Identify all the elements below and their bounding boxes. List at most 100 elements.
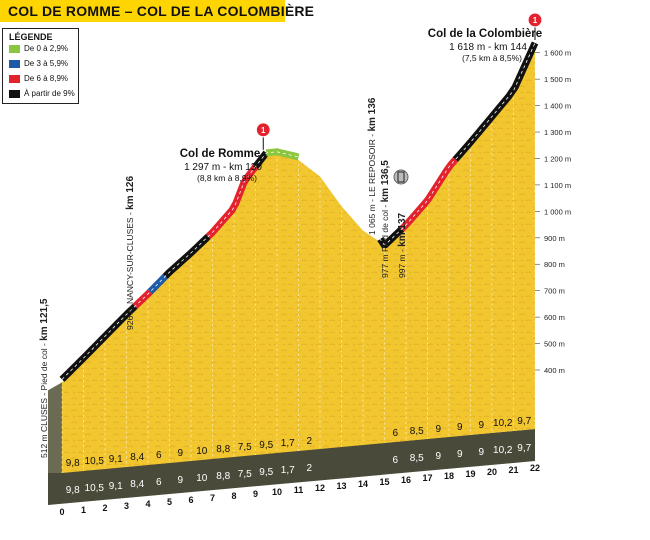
- x-tick-label: 10: [272, 487, 282, 497]
- x-tick-label: 6: [188, 495, 193, 505]
- gradient-label: 9,1: [109, 454, 123, 465]
- summit-detail: (8,8 km à 8,9%): [197, 173, 257, 183]
- gradient-label: 9,7: [517, 416, 531, 427]
- gradient-label: 9,8: [66, 485, 80, 496]
- summit-name: Col de Romme: [180, 148, 261, 160]
- profile-side: [48, 382, 62, 473]
- gradient-label: 10: [196, 473, 208, 484]
- summit-detail: (7,5 km à 8,5%): [462, 53, 522, 63]
- x-tick-label: 17: [422, 473, 432, 483]
- x-tick-label: 8: [231, 491, 236, 501]
- y-tick-label: 600 m: [544, 313, 565, 322]
- gradient-label: 9,1: [109, 481, 123, 492]
- gradient-label: 9: [177, 475, 183, 486]
- x-tick-label: 1: [81, 505, 86, 515]
- gradient-label: 9: [457, 449, 463, 460]
- x-tick-label: 19: [465, 469, 475, 479]
- annotation-km: km 136,5: [380, 160, 391, 203]
- y-tick-label: 400 m: [544, 366, 565, 375]
- x-tick-label: 9: [253, 489, 258, 499]
- gradient-label: 9: [457, 422, 463, 433]
- y-tick-label: 1 500 m: [544, 75, 571, 84]
- y-tick-label: 800 m: [544, 260, 565, 269]
- annotation-prefix: 997 m -: [397, 247, 407, 278]
- gradient-label: 8,5: [410, 426, 424, 437]
- legend-item: À partir de 9%: [9, 89, 89, 99]
- gradient-label: 10,2: [493, 445, 513, 456]
- x-tick-label: 13: [336, 481, 346, 491]
- annotation-prefix: 1 065 m - LE REPOSOIR -: [367, 132, 377, 235]
- gradient-label: 2: [306, 463, 312, 474]
- summit-badge-label: 1: [261, 126, 266, 135]
- annotation-km: km 136: [367, 97, 378, 131]
- annotation-label: 1 065 m - LE REPOSOIR - km 136: [367, 97, 378, 235]
- annotation-label: 926 m NANCY-SUR-CLUSES - km 126: [125, 176, 136, 330]
- gradient-label: 7,5: [238, 442, 252, 453]
- x-tick-label: 11: [294, 485, 304, 495]
- x-tick-label: 14: [358, 479, 368, 489]
- gradient-label: 10,2: [493, 418, 513, 429]
- gradient-label: 6: [156, 477, 162, 488]
- gradient-label: 1,7: [281, 438, 295, 449]
- profile-segment: [252, 150, 270, 169]
- page-title: COL DE ROMME – COL DE LA COLOMBIÈRE: [8, 3, 315, 19]
- summit-badge: [527, 12, 543, 28]
- x-tick-label: 15: [379, 477, 389, 487]
- y-tick-label: 700 m: [544, 287, 565, 296]
- gradient-label: 7,5: [238, 469, 252, 480]
- legend-label: À partir de 9%: [24, 89, 75, 98]
- x-tick-label: 3: [124, 501, 129, 511]
- legend-label: De 6 à 8,9%: [24, 74, 69, 83]
- gradient-label: 9,7: [517, 443, 531, 454]
- legend-swatch: [9, 60, 20, 68]
- legend-swatch: [9, 45, 20, 53]
- annotation-km: km 126: [125, 176, 136, 210]
- legend-swatch: [9, 90, 20, 98]
- gradient-label: 9: [435, 451, 441, 462]
- summit-badge: [255, 122, 271, 138]
- x-tick-label: 16: [401, 475, 411, 485]
- y-tick-label: 1 000 m: [544, 207, 571, 216]
- gradient-label: 9: [435, 424, 441, 435]
- annotation-km: km 137: [397, 212, 408, 246]
- gradient-label: 8,8: [216, 444, 230, 455]
- gradient-label: 1,7: [281, 465, 295, 476]
- gradient-label: 10,5: [85, 483, 105, 494]
- profile-base: [48, 429, 535, 505]
- annotation-prefix: 926 m NANCY-SUR-CLUSES -: [125, 210, 135, 330]
- gradient-label: 9,5: [259, 440, 273, 451]
- summit-badge-label: 1: [533, 16, 538, 25]
- y-tick-label: 1 200 m: [544, 154, 571, 163]
- feed-zone-icon-glyph: [397, 171, 405, 183]
- summit-info: 1 297 m - km 130: [184, 162, 262, 173]
- legend-item: De 0 à 2,9%: [9, 44, 89, 54]
- x-tick-label: 2: [102, 503, 107, 513]
- y-tick-label: 1 300 m: [544, 128, 571, 137]
- legend-swatch: [9, 75, 20, 83]
- x-tick-label: 5: [167, 497, 172, 507]
- annotation-label: 977 m Pied de col - km 136,5: [380, 160, 391, 278]
- gradient-label: 10: [196, 446, 208, 457]
- annotation-km: km 121,5: [39, 298, 50, 341]
- legend-item: De 3 à 5,9%: [9, 59, 89, 69]
- gradient-label: 9,5: [259, 467, 273, 478]
- annotation-prefix: 977 m Pied de col -: [380, 202, 390, 278]
- annotation-prefix: 512 m CLUSES - Pied de col -: [39, 341, 49, 458]
- x-tick-label: 18: [444, 471, 454, 481]
- x-tick-label: 22: [530, 463, 540, 473]
- title-banner: COL DE ROMME – COL DE LA COLOMBIÈRE: [0, 0, 314, 22]
- y-tick-label: 1 100 m: [544, 181, 571, 190]
- gradient-label: 9,8: [66, 458, 80, 469]
- gradient-label: 8,4: [130, 479, 144, 490]
- summit-name: Col de la Colombière: [428, 28, 542, 40]
- gradient-label: 6: [392, 428, 398, 439]
- profile-centerline: [61, 42, 536, 380]
- gradient-label: 6: [392, 455, 398, 466]
- annotation-label: 512 m CLUSES - Pied de col - km 121,5: [39, 298, 50, 458]
- summit-info: 1 618 m - km 144: [449, 42, 527, 53]
- y-tick-label: 500 m: [544, 340, 565, 349]
- x-tick-label: 12: [315, 483, 325, 493]
- gradient-label: 9: [478, 420, 484, 431]
- y-tick-label: 1 600 m: [544, 49, 571, 58]
